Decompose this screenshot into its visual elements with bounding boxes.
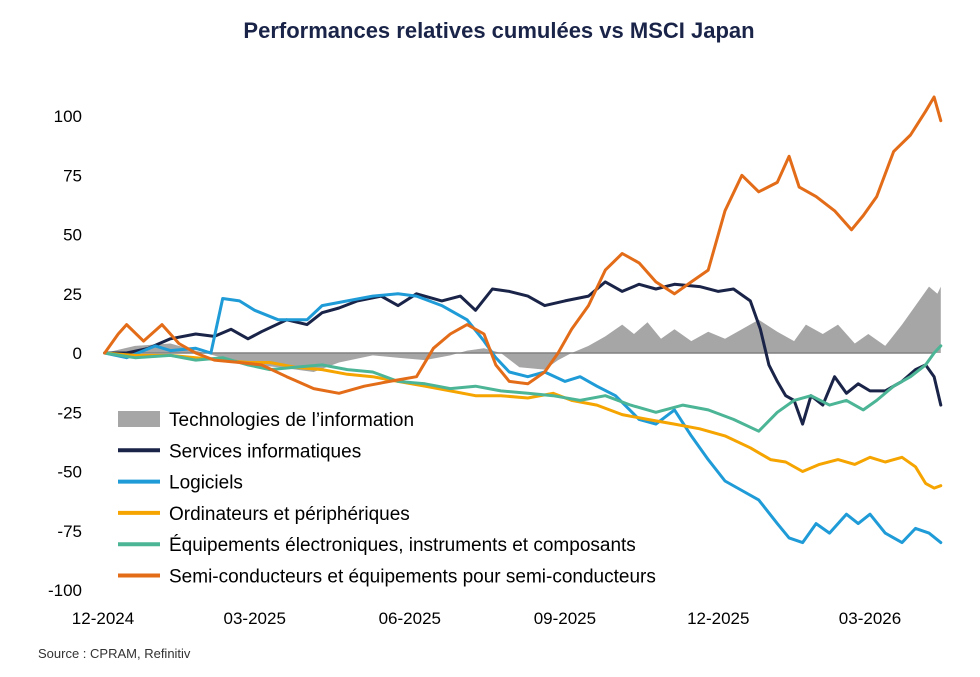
series-line-3 bbox=[103, 351, 943, 490]
legend-label: Équipements électroniques, instruments e… bbox=[169, 535, 636, 556]
legend-label: Semi-conducteurs et équipements pour sem… bbox=[169, 567, 656, 588]
y-tick-label: -75 bbox=[57, 522, 82, 541]
y-tick-label: -100 bbox=[48, 581, 82, 600]
y-tick-label: 100 bbox=[54, 107, 82, 126]
legend-swatch bbox=[118, 411, 160, 427]
legend-label: Logiciels bbox=[169, 473, 243, 494]
y-tick-label: -25 bbox=[57, 403, 82, 422]
series-line-5 bbox=[103, 95, 943, 395]
y-tick-label: 0 bbox=[73, 344, 82, 363]
series-line-1 bbox=[103, 280, 943, 426]
series-line-2 bbox=[103, 292, 943, 545]
x-tick-label: 09-2025 bbox=[534, 609, 596, 628]
y-tick-label: -50 bbox=[57, 463, 82, 482]
x-tick-label: 12-2024 bbox=[72, 609, 134, 628]
series-area-0 bbox=[104, 286, 941, 372]
chart-title: Performances relatives cumulées vs MSCI … bbox=[243, 18, 754, 43]
legend-label: Ordinateurs et périphériques bbox=[169, 504, 410, 525]
x-tick-label: 03-2026 bbox=[839, 609, 901, 628]
y-tick-label: 50 bbox=[63, 226, 82, 245]
y-tick-label: 75 bbox=[63, 166, 82, 185]
x-tick-label: 12-2025 bbox=[687, 609, 749, 628]
x-tick-label: 03-2025 bbox=[224, 609, 286, 628]
x-tick-label: 06-2025 bbox=[379, 609, 441, 628]
legend: Technologies de l’information Services in… bbox=[118, 410, 656, 588]
legend-label: Technologies de l’information bbox=[169, 410, 414, 431]
plot-area bbox=[103, 95, 943, 545]
legend-label: Services informatiques bbox=[169, 441, 361, 462]
source-note: Source : CPRAM, Refinitiv bbox=[38, 646, 191, 661]
axes: 100 75 50 25 0 -25 -50 -75 -100 12-2024 03-2025 06-… bbox=[48, 107, 901, 628]
y-tick-label: 25 bbox=[63, 285, 82, 304]
